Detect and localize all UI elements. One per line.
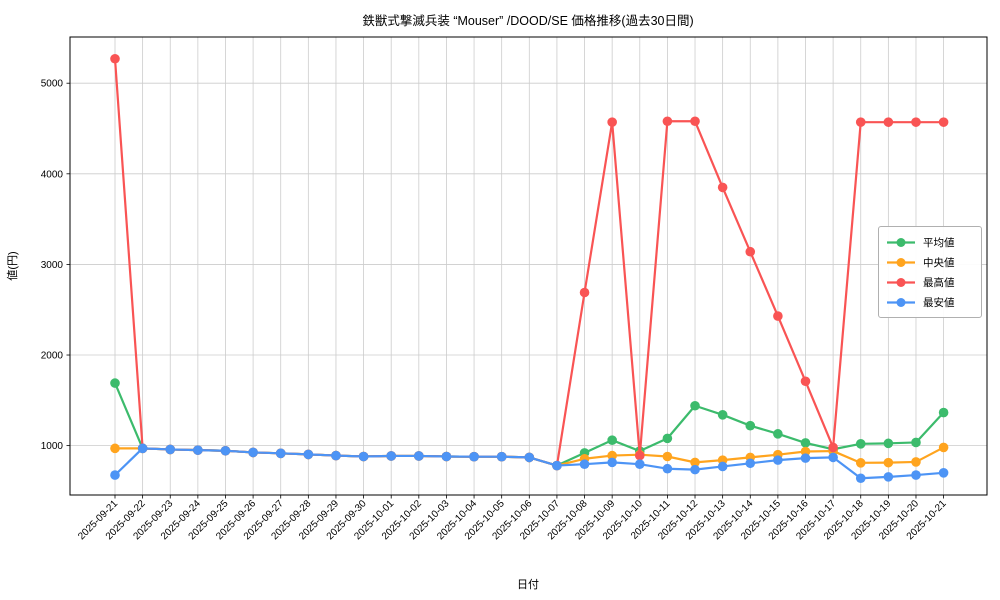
data-point [165, 444, 176, 455]
legend-item: 最高値 [886, 272, 973, 292]
data-point [911, 470, 921, 480]
data-point [911, 117, 921, 127]
data-point [110, 378, 120, 388]
legend-line-icon [887, 277, 915, 287]
data-point [911, 437, 921, 448]
legend-item: 平均値 [886, 232, 973, 252]
data-point [883, 472, 894, 482]
chart-title: 鉄獣式撃滅兵装 “Mouser” /DOOD/SE 価格推移(過去30日間) [362, 13, 693, 28]
data-point [607, 457, 617, 468]
data-point [773, 311, 783, 321]
data-point [579, 459, 590, 469]
data-point [662, 433, 673, 444]
data-point [938, 407, 949, 418]
data-point [773, 429, 783, 439]
data-point [248, 447, 258, 458]
data-point [662, 116, 673, 127]
data-point [690, 116, 700, 127]
data-point [303, 449, 314, 460]
data-point [110, 443, 120, 454]
data-point [855, 458, 866, 468]
tick-layer: 2025-09-212025-09-222025-09-232025-09-24… [41, 79, 949, 543]
y-axis-title: 値(円) [6, 251, 19, 280]
data-point [883, 438, 894, 449]
data-point [607, 435, 617, 445]
data-point [386, 451, 397, 461]
data-point [938, 442, 949, 453]
data-point [662, 451, 673, 462]
legend-line-icon [887, 237, 915, 247]
data-point [441, 451, 452, 462]
data-point [662, 463, 673, 474]
legend-line-icon [887, 297, 915, 307]
data-point [855, 117, 866, 127]
data-point [938, 468, 949, 478]
legend-label: 中央値 [923, 256, 955, 269]
data-point [331, 450, 341, 461]
data-point [690, 457, 700, 468]
data-point [496, 451, 507, 462]
data-point [717, 461, 728, 472]
legend-item: 中央値 [886, 252, 973, 272]
data-point [800, 376, 811, 387]
x-axis-title: 日付 [517, 578, 539, 591]
data-point [275, 448, 286, 459]
data-point [745, 246, 756, 257]
data-point [855, 439, 866, 449]
data-point [800, 446, 811, 457]
data-point [552, 460, 562, 471]
data-point [745, 458, 756, 469]
data-point [717, 410, 728, 420]
data-point [745, 420, 756, 431]
data-point [773, 455, 783, 465]
data-point [828, 452, 838, 463]
data-point [883, 457, 894, 468]
legend-label: 最高値 [923, 276, 955, 289]
legend-dot [896, 237, 906, 247]
legend-dot [896, 297, 906, 307]
series-layer [110, 53, 949, 484]
data-point [358, 451, 369, 462]
legend-item: 最安値 [886, 292, 973, 312]
data-point [220, 445, 231, 456]
legend-dot [896, 277, 906, 287]
legend: 平均値中央値最高値最安値 [878, 226, 982, 318]
data-point [634, 459, 645, 469]
y-tick-label: 2000 [41, 351, 64, 362]
data-point [193, 445, 203, 455]
data-point [800, 438, 811, 448]
data-point [579, 287, 590, 298]
data-point [828, 442, 838, 453]
data-point [607, 117, 617, 127]
data-point [110, 470, 120, 480]
data-point [800, 453, 811, 463]
legend-label: 最安値 [923, 296, 955, 309]
data-point [110, 53, 120, 64]
data-point [137, 443, 148, 454]
data-point [607, 450, 617, 461]
y-tick-label: 4000 [41, 169, 64, 180]
data-point [855, 473, 866, 484]
data-point [911, 457, 921, 467]
data-point [414, 451, 424, 461]
data-point [634, 450, 645, 461]
data-point [469, 451, 479, 462]
legend-label: 平均値 [923, 236, 955, 249]
y-tick-label: 3000 [41, 260, 64, 271]
legend-line-icon [887, 257, 915, 267]
data-point [524, 452, 535, 463]
y-tick-label: 1000 [41, 441, 64, 452]
data-point [690, 400, 700, 411]
data-point [690, 464, 700, 475]
legend-dot [896, 257, 906, 267]
data-point [938, 117, 949, 127]
plot-frame [69, 36, 988, 496]
y-tick-label: 5000 [41, 79, 64, 90]
data-point [717, 182, 728, 193]
data-point [883, 117, 894, 127]
